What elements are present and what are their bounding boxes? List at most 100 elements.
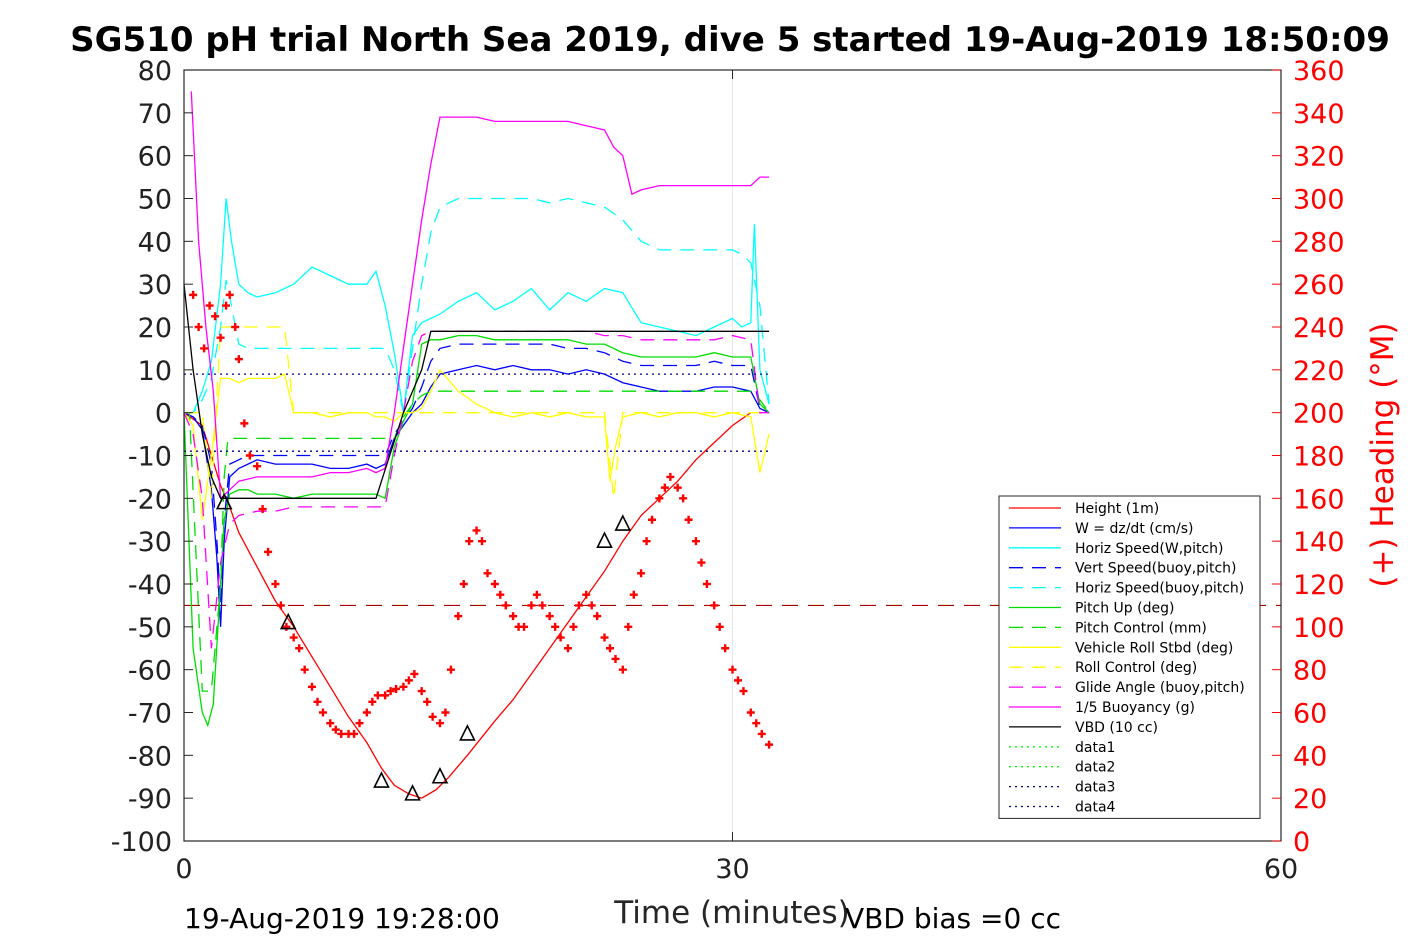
- heading-point: [386, 687, 395, 696]
- heading-point: [313, 697, 322, 706]
- y2-tick-label: 260: [1293, 270, 1345, 301]
- heading-point: [423, 697, 432, 706]
- heading-point: [551, 622, 560, 631]
- series-line: [183, 412, 752, 799]
- heading-point: [618, 665, 627, 674]
- heading-point: [441, 708, 450, 717]
- heading-point: [216, 333, 225, 342]
- y-tick-label: 30: [138, 270, 172, 301]
- heading-point: [728, 665, 737, 674]
- y-tick-label: 50: [138, 185, 172, 216]
- heading-point: [211, 312, 220, 321]
- triangle-marker: [596, 531, 613, 548]
- y2-tick-label: 180: [1293, 442, 1345, 473]
- heading-point: [234, 355, 243, 364]
- heading-point: [679, 494, 688, 503]
- heading-point: [307, 682, 316, 691]
- heading-point: [200, 344, 209, 353]
- legend-entry: data3: [1075, 780, 1115, 796]
- series-line: [183, 364, 770, 627]
- heading-point: [410, 669, 419, 678]
- y-tick-label: -30: [128, 527, 172, 558]
- y2-tick-label: 340: [1293, 99, 1345, 130]
- heading-point: [350, 729, 359, 738]
- heading-point: [538, 601, 547, 610]
- legend-entry: W = dz/dt (cm/s): [1075, 521, 1194, 537]
- legend-entry: data4: [1075, 800, 1116, 816]
- legend-entry: Glide Angle (buoy,pitch): [1075, 680, 1245, 696]
- heading-point: [253, 462, 262, 471]
- triangle-marker: [279, 612, 297, 630]
- x-tick-label: 30: [715, 854, 749, 885]
- heading-point: [501, 601, 510, 610]
- y2-tick-label: 100: [1293, 613, 1345, 644]
- heading-point: [428, 712, 437, 721]
- heading-point: [710, 601, 719, 610]
- heading-point: [527, 601, 536, 610]
- series-line: [183, 343, 770, 606]
- heading-point: [673, 483, 682, 492]
- heading-point: [483, 569, 492, 578]
- heading-point: [399, 682, 408, 691]
- legend-entry: 1/5 Buoyancy (g): [1075, 700, 1195, 716]
- heading-point: [545, 612, 554, 621]
- y2-tick-label: 320: [1293, 142, 1345, 173]
- heading-point: [446, 665, 455, 674]
- heading-point: [189, 290, 198, 299]
- footer-timestamp: 19-Aug-2019 19:28:00: [184, 902, 500, 935]
- heading-point: [490, 580, 499, 588]
- y-axis-ticks: 80 70 60 50 40 30 20 10 0 -10 -20 -30 -40 -50 -60 -70 -8…: [111, 56, 193, 858]
- heading-point: [606, 644, 615, 653]
- heading-point: [629, 590, 638, 599]
- heading-point: [231, 323, 240, 331]
- series-line: [184, 198, 770, 414]
- y-tick-label: 80: [138, 56, 172, 87]
- heading-point: [746, 708, 755, 717]
- heading-point: [205, 301, 214, 310]
- heading-point: [355, 719, 364, 728]
- y2-axis-ticks: 3603403203002802602402202001801601401201…: [1272, 56, 1345, 858]
- heading-point: [454, 612, 463, 621]
- legend-entry: Horiz Speed(buoy,pitch): [1075, 581, 1244, 597]
- heading-point: [331, 725, 340, 734]
- heading-point: [282, 622, 291, 631]
- series-line: [183, 330, 770, 649]
- y-tick-label: 20: [138, 313, 172, 344]
- legend: Height (1m) W = dz/dt (cm/s) Horiz Speed(W…: [998, 495, 1261, 819]
- y2-tick-label: 40: [1293, 741, 1327, 772]
- heading-point: [582, 590, 591, 599]
- heading-point: [222, 301, 231, 310]
- y2-tick-label: 160: [1293, 484, 1345, 515]
- legend-entry: Pitch Control (mm): [1075, 620, 1207, 636]
- heading-point: [666, 472, 675, 481]
- series-line: [183, 284, 770, 499]
- heading-point: [318, 708, 327, 717]
- chart-title: SG510 pH trial North Sea 2019, dive 5 st…: [70, 20, 1390, 60]
- heading-point: [404, 676, 413, 685]
- heading-point: [593, 612, 602, 621]
- legend-entry: data1: [1075, 740, 1115, 756]
- heading-point: [642, 537, 651, 546]
- heading-point: [417, 687, 426, 696]
- heading-point: [765, 740, 774, 749]
- heading-point: [326, 719, 335, 728]
- y-tick-label: -10: [128, 442, 172, 473]
- heading-point: [611, 654, 620, 663]
- y2-tick-label: 140: [1293, 527, 1345, 558]
- heading-point: [258, 505, 267, 514]
- heading-point: [373, 691, 382, 700]
- heading-point: [600, 633, 609, 642]
- heading-point: [563, 644, 572, 653]
- heading-point: [648, 515, 657, 524]
- legend-entry: Vehicle Roll Stbd (deg): [1075, 640, 1233, 656]
- heading-point: [715, 622, 724, 631]
- footer-vbd-bias: VBD bias =0 cc: [845, 902, 1061, 935]
- y-tick-label: 0: [155, 399, 172, 430]
- legend-entry: data2: [1075, 760, 1115, 776]
- heading-point: [381, 691, 390, 700]
- legend-entry: Height (1m): [1075, 501, 1159, 517]
- y2-axis-label: (+) Heading (°M): [1365, 322, 1401, 587]
- y-tick-label: -20: [128, 484, 172, 515]
- heading-point: [520, 622, 529, 631]
- heading-point: [264, 547, 273, 556]
